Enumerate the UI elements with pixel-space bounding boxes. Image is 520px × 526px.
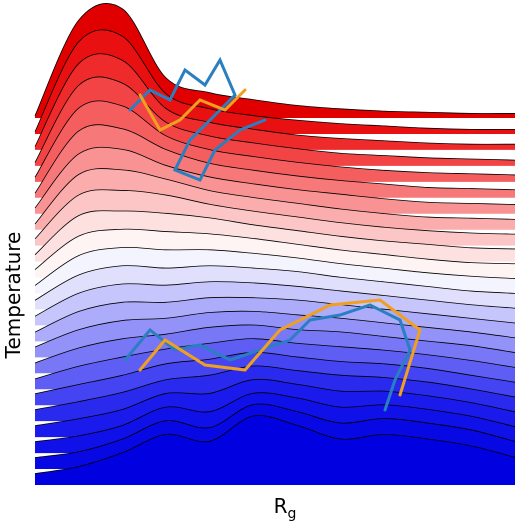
ridge-line	[34, 53, 516, 147]
ridge-line	[34, 76, 516, 163]
ridge-line	[34, 228, 516, 270]
ridge-line	[34, 210, 516, 256]
ridge-line	[34, 365, 516, 411]
ridge-line	[34, 324, 516, 364]
ridge-line	[34, 281, 516, 317]
ridge-line	[34, 338, 516, 380]
molecule-decoration	[123, 56, 422, 412]
ridge-line	[34, 265, 516, 301]
ridge-line	[34, 189, 516, 240]
ridge-line	[34, 415, 516, 474]
ridge-line	[34, 29, 516, 132]
ridge-line	[34, 146, 516, 209]
ridge-line	[34, 100, 516, 178]
ridge-line	[34, 3, 516, 116]
ridge-line	[34, 124, 516, 194]
ridge-line	[34, 168, 516, 225]
ridge-line	[34, 403, 516, 458]
y-axis-label: Temperature	[1, 232, 25, 360]
x-axis-label-subscript: g	[288, 506, 297, 522]
ridge-line	[34, 296, 516, 333]
x-axis-label-main: R	[274, 494, 288, 518]
ridge-line	[34, 392, 516, 442]
x-axis-label: Rg	[274, 494, 297, 522]
ridge-line	[34, 246, 516, 286]
ridge-area	[35, 415, 515, 485]
ridge-line	[34, 378, 516, 427]
ridges	[34, 3, 516, 485]
ridge-line	[34, 351, 516, 395]
ridge-line	[34, 310, 516, 348]
